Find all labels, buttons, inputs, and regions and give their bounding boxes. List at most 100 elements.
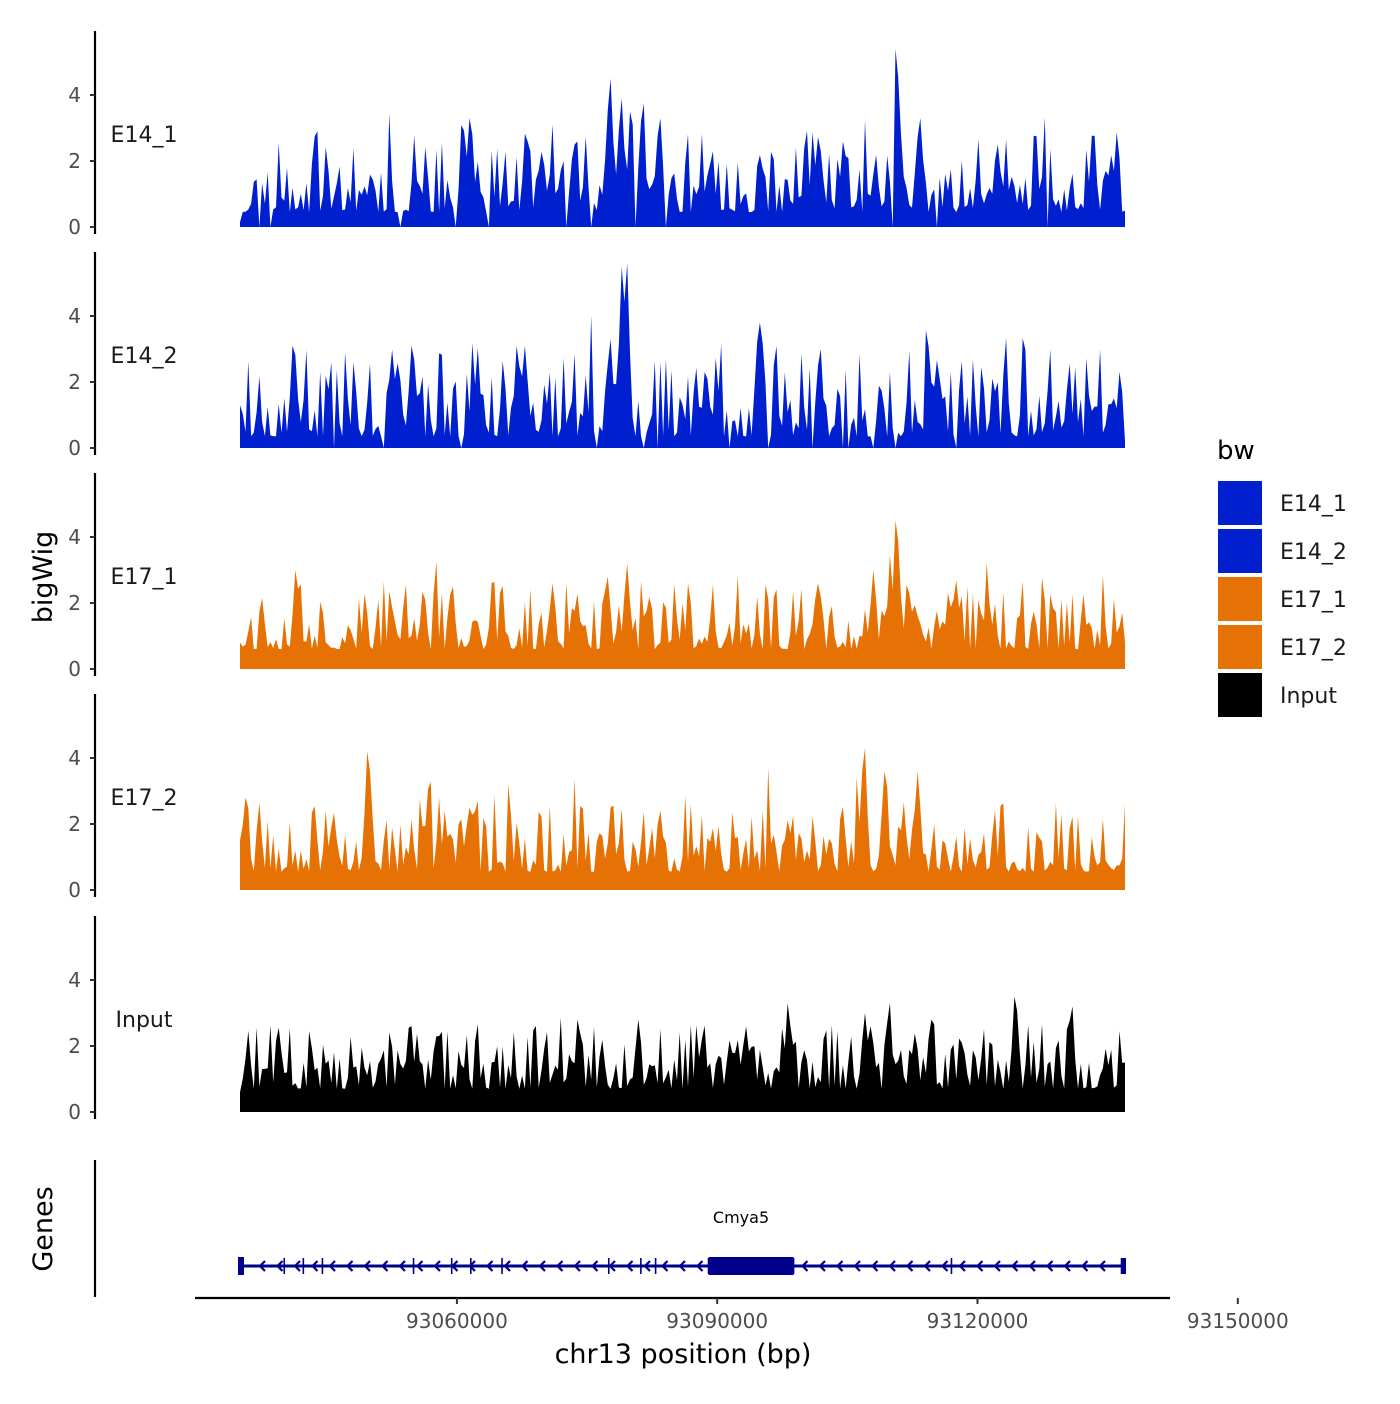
strand-arrow — [975, 1260, 984, 1272]
strand-arrow — [1080, 1260, 1089, 1272]
strand-arrow — [555, 1260, 564, 1272]
track-label: E17_1 — [111, 565, 178, 590]
track-e17-1: 0 2 4 E17_1 — [68, 473, 1125, 681]
cds-block — [708, 1257, 794, 1275]
gene-track: Cmya5 — [93, 1160, 1126, 1297]
track-label: E14_1 — [111, 123, 178, 148]
strand-arrow — [520, 1260, 529, 1272]
strand-arrow — [293, 1260, 301, 1272]
legend-label: Input — [1280, 684, 1337, 709]
legend-label: E17_1 — [1280, 588, 1347, 613]
signal-area — [240, 520, 1125, 669]
strand-arrow — [433, 1260, 441, 1272]
track-label: E17_2 — [111, 786, 178, 811]
legend: bw E14_1 E14_2 E17_1 E17_2 Input — [1216, 436, 1347, 719]
y-tick-label: 2 — [68, 149, 81, 173]
strand-arrow — [608, 1260, 616, 1272]
strand-arrow — [940, 1260, 949, 1272]
legend-entry: E14_1 — [1216, 479, 1347, 527]
strand-arrow — [398, 1260, 406, 1272]
y-tick-label: 0 — [68, 1100, 81, 1124]
legend-title: bw — [1217, 436, 1255, 466]
y-tick-label: 4 — [68, 968, 81, 992]
track-e14-1: 0 2 4 E14_1 — [68, 31, 1125, 239]
strand-arrow — [415, 1260, 424, 1272]
y-tick-label: 0 — [68, 215, 81, 239]
strand-arrow — [905, 1260, 914, 1272]
strand-arrow — [870, 1260, 879, 1272]
legend-entry: Input — [1216, 671, 1337, 719]
signal-area — [240, 48, 1125, 227]
track-e17-2: 0 2 4 E17_2 — [68, 694, 1125, 902]
x-tick-label: 93060000 — [406, 1309, 508, 1333]
signal-area — [240, 263, 1125, 448]
strand-arrow — [275, 1260, 284, 1272]
y-axis-title: bigWig — [28, 531, 59, 624]
strand-arrow — [538, 1260, 546, 1272]
x-tick-label: 93120000 — [927, 1309, 1029, 1333]
gene-name-label: Cmya5 — [713, 1208, 769, 1227]
strand-arrow — [573, 1260, 581, 1272]
strand-arrow — [590, 1260, 599, 1272]
x-tick-label: 93150000 — [1187, 1309, 1289, 1333]
y-tick-label: 2 — [68, 812, 81, 836]
signal-area — [240, 748, 1125, 890]
legend-entry: E17_2 — [1216, 623, 1347, 671]
strand-arrow — [485, 1260, 494, 1272]
signal-area — [240, 996, 1125, 1112]
y-tick-label: 0 — [68, 657, 81, 681]
strand-arrow — [503, 1260, 511, 1272]
strand-arrow — [923, 1260, 931, 1272]
exon-block — [238, 1257, 244, 1275]
strand-arrow — [993, 1260, 1001, 1272]
x-tick-label: 93090000 — [666, 1309, 768, 1333]
legend-label: E14_1 — [1280, 492, 1347, 517]
strand-arrow — [800, 1260, 809, 1272]
strand-arrow — [853, 1260, 861, 1272]
strand-arrow — [1028, 1260, 1036, 1272]
signal-tracks: 0 2 4 E14_1 0 2 4 E14_2 0 2 4 E17_1 0 2 4 E17_2 0 2 4 Input — [68, 31, 1125, 1124]
genes-axis-title: Genes — [28, 1186, 59, 1271]
legend-swatch — [1216, 671, 1264, 719]
strand-arrow — [835, 1260, 844, 1272]
strand-arrow — [695, 1260, 704, 1272]
y-tick-label: 2 — [68, 591, 81, 615]
strand-arrow — [660, 1260, 669, 1272]
track-e14-2: 0 2 4 E14_2 — [68, 252, 1125, 460]
y-tick-label: 2 — [68, 370, 81, 394]
strand-arrow — [643, 1260, 651, 1272]
x-axis: 93060000 93090000 93120000 93150000 — [195, 1296, 1289, 1333]
legend-swatch — [1216, 479, 1264, 527]
strand-arrow — [380, 1260, 389, 1272]
strand-arrow — [328, 1260, 336, 1272]
x-axis-title: chr13 position (bp) — [555, 1339, 812, 1370]
strand-arrow — [258, 1260, 266, 1272]
y-tick-label: 4 — [68, 746, 81, 770]
strand-arrow — [678, 1260, 686, 1272]
strand-arrow — [363, 1260, 371, 1272]
legend-entry: E14_2 — [1216, 527, 1347, 575]
legend-label: E14_2 — [1280, 540, 1347, 565]
legend-entry: E17_1 — [1216, 575, 1347, 623]
strand-arrow — [818, 1260, 826, 1272]
legend-swatch — [1216, 623, 1264, 671]
strand-arrow — [345, 1260, 354, 1272]
strand-arrow — [625, 1260, 634, 1272]
legend-label: E17_2 — [1280, 636, 1347, 661]
strand-arrow — [888, 1260, 896, 1272]
y-tick-label: 4 — [68, 304, 81, 328]
track-label: E14_2 — [111, 344, 178, 369]
strand-arrow — [1063, 1260, 1071, 1272]
exon-block — [1122, 1258, 1126, 1274]
y-tick-label: 4 — [68, 525, 81, 549]
y-tick-label: 4 — [68, 83, 81, 107]
strand-arrow — [1098, 1260, 1106, 1272]
legend-entries: E14_1 E14_2 E17_1 E17_2 Input — [1216, 479, 1347, 719]
y-tick-label: 0 — [68, 436, 81, 460]
strand-arrow — [958, 1260, 966, 1272]
legend-swatch — [1216, 527, 1264, 575]
legend-swatch — [1216, 575, 1264, 623]
y-tick-label: 2 — [68, 1034, 81, 1058]
